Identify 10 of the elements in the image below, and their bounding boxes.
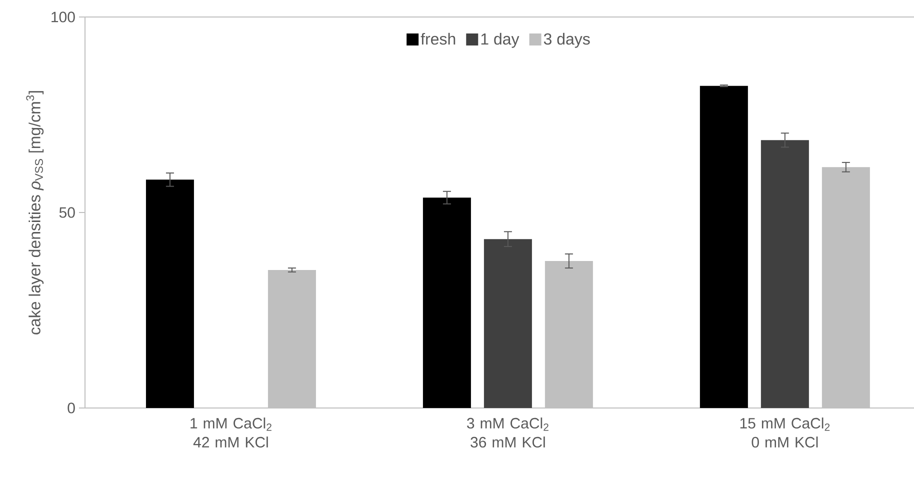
- legend-label: fresh: [420, 32, 456, 45]
- x-tick-label: 3 mM CaCl$_{2}$ 36 mM KCl: [467, 418, 548, 448]
- legend-label: 1 day: [481, 32, 520, 48]
- y-tick-label: 50: [59, 207, 75, 218]
- y-tick-label: 0: [68, 402, 75, 414]
- legend-label: 3 days: [544, 32, 590, 48]
- x-tick-label: 1 mM CaCl$_{2}$ 42 mM KCl: [190, 418, 272, 448]
- x-tick-label: 15 mM CaCl$_{2}$ 0 mM KCl: [740, 418, 830, 448]
- y-tick-label: 100: [52, 12, 75, 22]
- y-axis-title: cake layer densities ρ$_{VSS}$ [mg/cm$^{3}$]: [26, 91, 44, 334]
